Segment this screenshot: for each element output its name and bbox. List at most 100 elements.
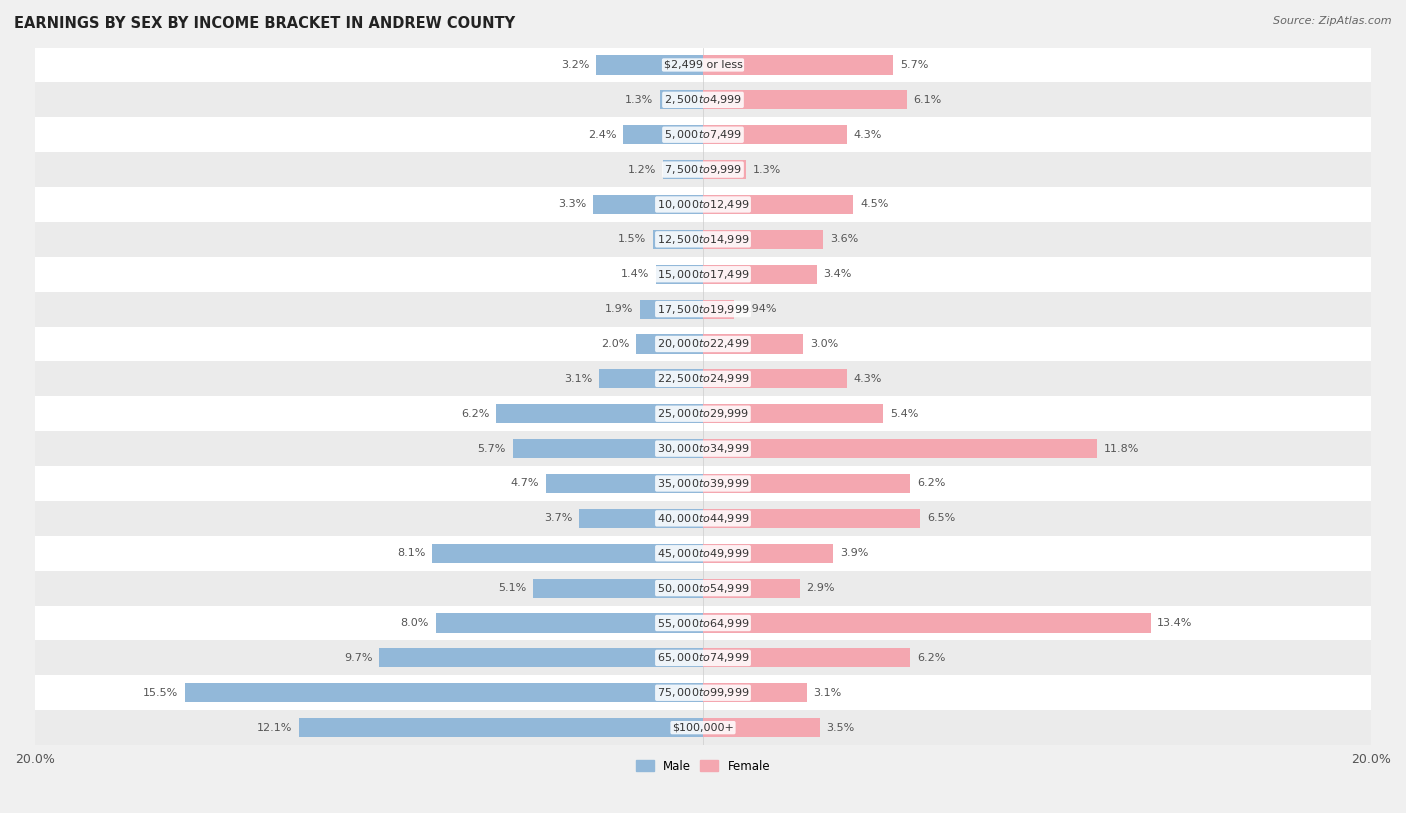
Bar [703,334,803,354]
Text: 1.3%: 1.3% [754,164,782,175]
Text: 9.7%: 9.7% [344,653,373,663]
Text: $2,500 to $4,999: $2,500 to $4,999 [664,93,742,107]
Text: 0.94%: 0.94% [741,304,776,314]
Text: 4.3%: 4.3% [853,374,882,384]
Bar [652,230,703,249]
Bar [593,195,703,214]
Text: EARNINGS BY SEX BY INCOME BRACKET IN ANDREW COUNTY: EARNINGS BY SEX BY INCOME BRACKET IN AND… [14,16,515,31]
Text: 1.3%: 1.3% [624,95,652,105]
Bar [433,544,703,563]
Bar [703,718,820,737]
Bar [35,536,1371,571]
Text: $20,000 to $22,499: $20,000 to $22,499 [657,337,749,350]
Text: $45,000 to $49,999: $45,000 to $49,999 [657,547,749,560]
Text: 4.5%: 4.5% [860,199,889,210]
Bar [35,292,1371,327]
Bar [703,299,734,319]
Bar [35,187,1371,222]
Bar [703,125,846,144]
Text: $17,500 to $19,999: $17,500 to $19,999 [657,302,749,315]
Text: 2.9%: 2.9% [807,583,835,593]
Text: 8.1%: 8.1% [398,548,426,559]
Bar [35,711,1371,745]
Text: 6.1%: 6.1% [914,95,942,105]
Text: 8.0%: 8.0% [401,618,429,628]
Bar [703,404,883,424]
Bar [35,431,1371,466]
Bar [703,55,893,75]
Bar [703,369,846,389]
Text: $50,000 to $54,999: $50,000 to $54,999 [657,581,749,594]
Text: $5,000 to $7,499: $5,000 to $7,499 [664,128,742,141]
Text: 1.2%: 1.2% [628,164,657,175]
Text: 5.1%: 5.1% [498,583,526,593]
Text: 3.7%: 3.7% [544,513,572,524]
Bar [703,439,1097,459]
Text: 6.2%: 6.2% [917,479,945,489]
Text: 5.7%: 5.7% [478,444,506,454]
Bar [703,614,1150,633]
Text: 1.5%: 1.5% [619,234,647,245]
Bar [533,579,703,598]
Bar [599,369,703,389]
Text: Source: ZipAtlas.com: Source: ZipAtlas.com [1274,16,1392,26]
Text: 11.8%: 11.8% [1104,444,1139,454]
Bar [35,222,1371,257]
Text: 3.5%: 3.5% [827,723,855,733]
Text: 1.4%: 1.4% [621,269,650,279]
Text: $2,499 or less: $2,499 or less [664,60,742,70]
Bar [513,439,703,459]
Bar [623,125,703,144]
Text: 15.5%: 15.5% [143,688,179,698]
Text: 3.0%: 3.0% [810,339,838,349]
Text: $7,500 to $9,999: $7,500 to $9,999 [664,163,742,176]
Text: $100,000+: $100,000+ [672,723,734,733]
Bar [662,160,703,179]
Text: 12.1%: 12.1% [257,723,292,733]
Text: 6.5%: 6.5% [927,513,955,524]
Text: 3.9%: 3.9% [839,548,869,559]
Text: 5.7%: 5.7% [900,60,928,70]
Bar [703,509,920,528]
Text: 2.4%: 2.4% [588,130,616,140]
Text: 4.3%: 4.3% [853,130,882,140]
Bar [35,676,1371,711]
Bar [703,265,817,284]
Bar [703,683,807,702]
Text: 4.7%: 4.7% [510,479,540,489]
Bar [636,334,703,354]
Bar [436,614,703,633]
Text: $25,000 to $29,999: $25,000 to $29,999 [657,407,749,420]
Text: 13.4%: 13.4% [1157,618,1192,628]
Bar [299,718,703,737]
Text: $15,000 to $17,499: $15,000 to $17,499 [657,267,749,280]
Bar [703,195,853,214]
Text: $22,500 to $24,999: $22,500 to $24,999 [657,372,749,385]
Bar [596,55,703,75]
Text: $55,000 to $64,999: $55,000 to $64,999 [657,616,749,629]
Bar [35,362,1371,396]
Bar [35,82,1371,117]
Text: $35,000 to $39,999: $35,000 to $39,999 [657,477,749,490]
Bar [703,544,834,563]
Bar [703,230,824,249]
Text: 1.9%: 1.9% [605,304,633,314]
Text: 5.4%: 5.4% [890,409,918,419]
Bar [35,152,1371,187]
Text: 6.2%: 6.2% [461,409,489,419]
Text: 3.1%: 3.1% [565,374,593,384]
Bar [35,396,1371,431]
Text: $30,000 to $34,999: $30,000 to $34,999 [657,442,749,455]
Text: $75,000 to $99,999: $75,000 to $99,999 [657,686,749,699]
Bar [35,571,1371,606]
Text: $10,000 to $12,499: $10,000 to $12,499 [657,198,749,211]
Text: $65,000 to $74,999: $65,000 to $74,999 [657,651,749,664]
Bar [186,683,703,702]
Bar [496,404,703,424]
Bar [380,648,703,667]
Bar [657,265,703,284]
Bar [546,474,703,493]
Legend: Male, Female: Male, Female [631,755,775,777]
Bar [35,117,1371,152]
Bar [640,299,703,319]
